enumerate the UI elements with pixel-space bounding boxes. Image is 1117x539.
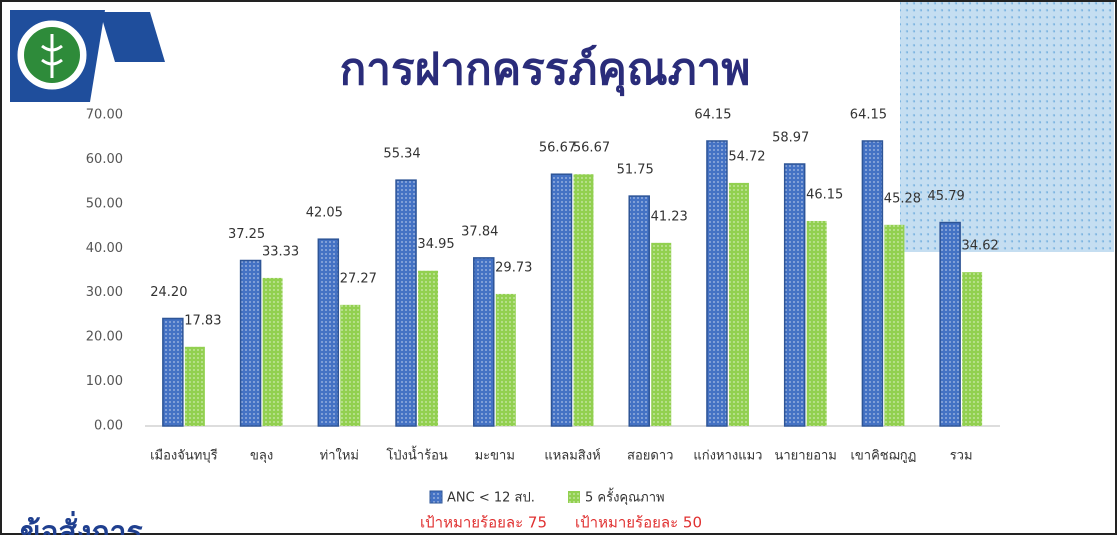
value-label: 51.75 [617,163,654,178]
bar [317,238,340,427]
x-tick-label: สอยดาว [627,449,673,464]
bar [806,220,827,426]
chart-title: การฝากครรภ์คุณภาพ [340,44,751,97]
section-heading: ข้อสั่งการ [20,511,143,536]
annotation: เป้าหมายร้อยละ 50 [575,514,702,532]
value-label: 34.95 [417,237,454,252]
plot: 0.00 10.00 20.00 30.00 40.00 50.00 60.00 70.00 เ… [86,107,1000,532]
value-label: 37.25 [228,227,265,242]
bar [239,259,262,427]
x-tick-label: มะขาม [475,449,515,464]
value-label: 41.23 [651,209,688,224]
bar [628,195,650,427]
x-tick-label: ขลุง [250,449,273,464]
value-label: 45.28 [884,191,921,206]
value-label: 29.73 [495,260,532,275]
bar [162,317,184,427]
value-label: 37.84 [461,224,498,239]
y-tick-label: 10.00 [86,374,123,389]
value-label: 64.15 [850,107,887,122]
y-tick-label: 50.00 [86,196,123,211]
legend-label: 5 ครั้งคุณภาพ [585,488,665,506]
y-tick-label: 30.00 [86,285,123,300]
bar [340,304,361,426]
x-tick-label: แหลมสิงห์ [544,448,600,464]
bar [262,277,283,426]
legend-swatch [568,491,580,503]
bar [495,293,516,426]
bar [728,182,749,426]
value-label: 17.83 [184,313,221,328]
bar [939,221,961,427]
x-tick-label: เขาคิชฌกูฏ [850,449,916,464]
bar [184,346,205,426]
bar [706,140,728,427]
value-label: 42.05 [306,206,343,221]
value-label: 56.67 [539,141,576,156]
value-label: 55.34 [383,147,420,162]
annotation: เป้าหมายร้อยละ 75 [420,514,547,532]
value-label: 33.33 [262,244,299,259]
bar [418,270,439,426]
y-tick-label: 40.00 [86,241,123,256]
value-label: 56.67 [573,141,610,156]
bar [550,173,573,427]
value-label: 45.79 [928,189,965,204]
legend-label: ANC < 12 สป. [447,491,535,506]
bar [861,140,884,427]
y-tick-label: 20.00 [86,330,123,345]
value-label: 58.97 [772,131,809,146]
x-tick-label: ท่าใหม่ [320,448,359,464]
value-label: 24.20 [150,285,187,300]
y-tick-label: 70.00 [86,108,123,123]
value-label: 64.15 [694,107,731,122]
value-label: 46.15 [806,187,843,202]
bar [651,242,672,426]
y-tick-label: 0.00 [94,419,123,434]
x-tick-label: แก่งหางแมว [693,449,762,464]
value-label: 27.27 [340,271,377,286]
legend-swatch [429,490,443,504]
x-tick-label: นายายอาม [774,449,836,464]
x-tick-label: โป่งน้ำร้อน [386,446,448,464]
value-label: 34.62 [962,239,999,254]
value-label: 54.72 [728,149,765,164]
x-tick-label: เมืองจันทบุรี [150,448,217,464]
x-tick-label: รวม [950,449,973,464]
bar [884,224,905,426]
bar [395,179,417,427]
bar [962,272,983,426]
decoration [10,2,1114,252]
y-tick-label: 60.00 [86,152,123,167]
bar [783,163,806,427]
bar [473,257,495,427]
bar [573,174,594,426]
